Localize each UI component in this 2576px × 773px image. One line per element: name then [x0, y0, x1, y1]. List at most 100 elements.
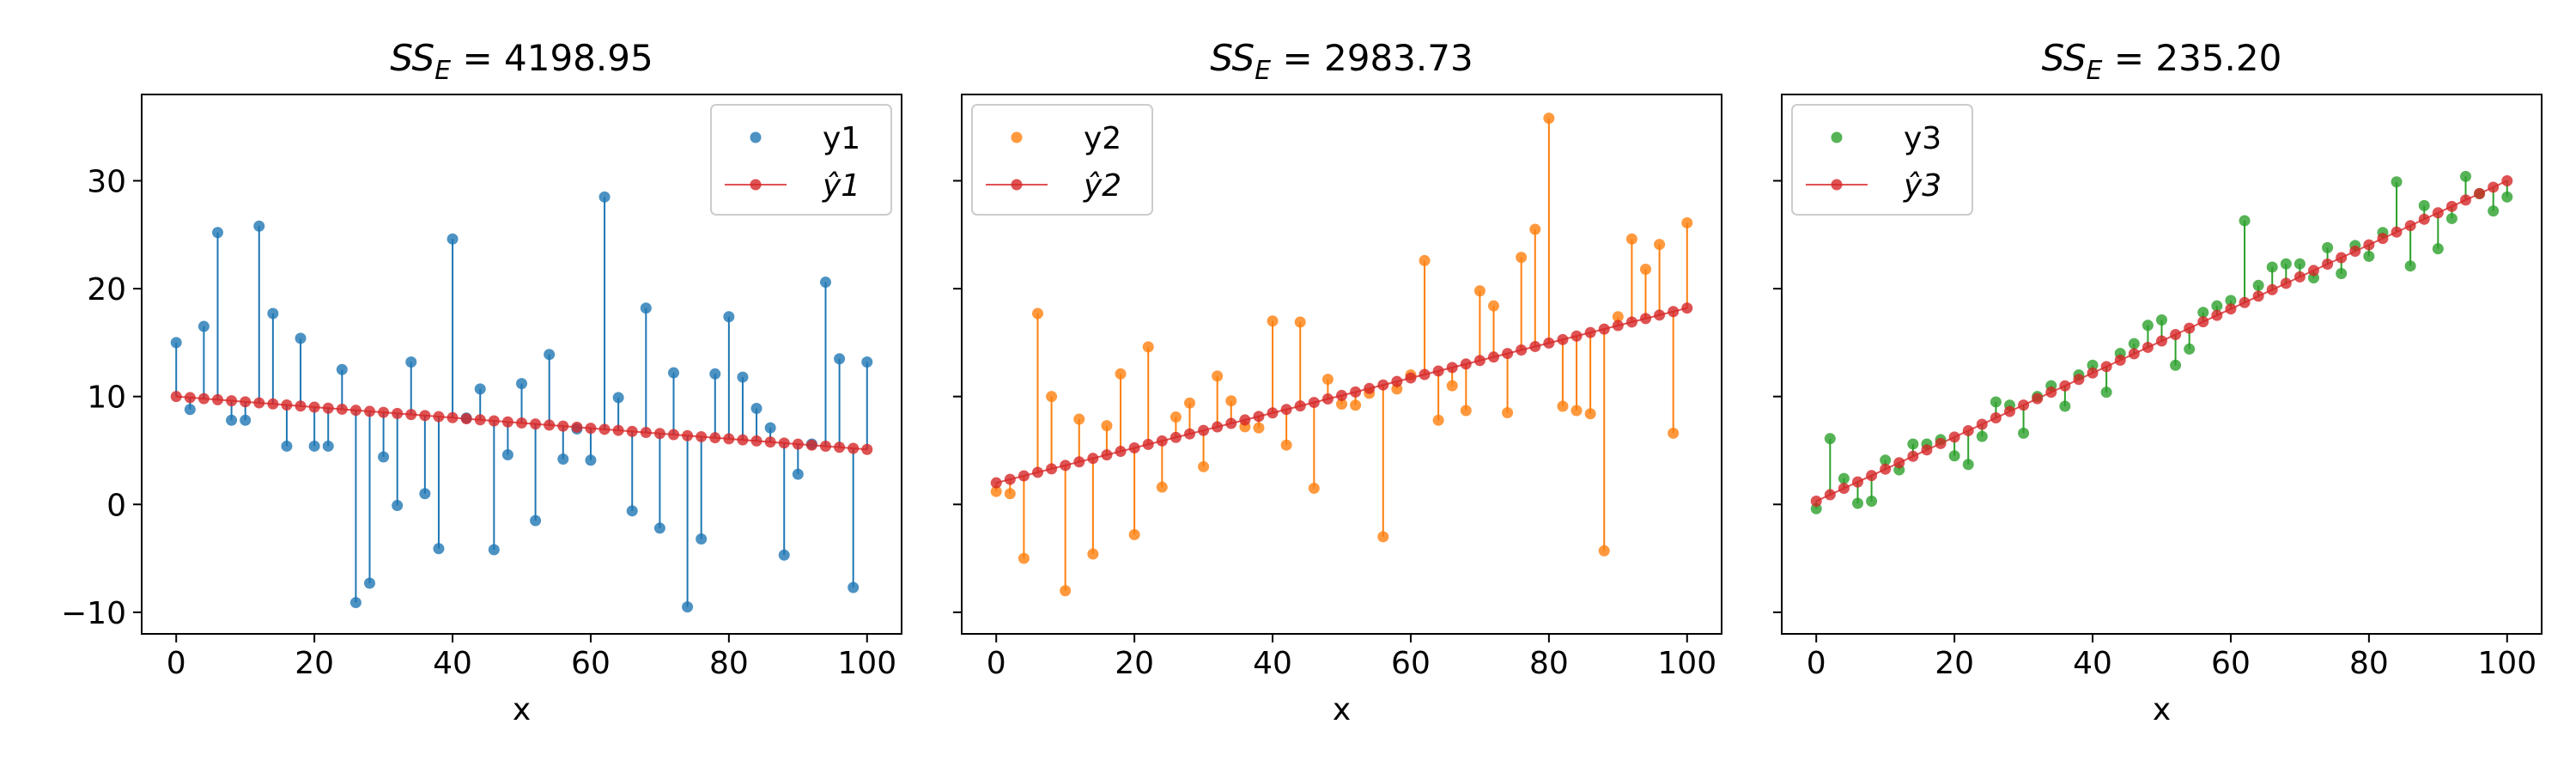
fitted-point [2073, 374, 2085, 386]
fitted-point [723, 433, 735, 445]
observed-point [764, 422, 776, 434]
fitted-point [2100, 361, 2112, 373]
observed-point [1142, 341, 1154, 353]
observed-point [709, 368, 721, 380]
observed-point [1350, 399, 1362, 411]
fitted-point [1446, 362, 1458, 374]
fitted-point [474, 414, 486, 426]
fitted-point [419, 410, 431, 422]
observed-point [1529, 223, 1541, 235]
observed-point [1294, 316, 1306, 328]
legend-marker-fitted [1831, 179, 1843, 191]
observed-point [653, 522, 665, 534]
legend-label-fitted: ŷ2 [1083, 168, 1121, 204]
fitted-point [267, 398, 279, 410]
observed-point [1128, 528, 1140, 540]
legend-box [1791, 104, 1973, 216]
observed-point [750, 402, 762, 414]
observed-point [1004, 488, 1016, 500]
fitted-point [1654, 309, 1666, 321]
observed-point [737, 371, 749, 383]
observed-point [1101, 420, 1113, 432]
fitted-point [1156, 435, 1168, 447]
observed-point [1880, 454, 1892, 466]
observed-point [792, 468, 804, 480]
observed-point [253, 220, 265, 232]
x-tick-label: 100 [2477, 646, 2537, 681]
fitted-point [2460, 194, 2471, 206]
fitted-point [2266, 283, 2278, 295]
fitted-point [2239, 296, 2251, 308]
observed-point [349, 597, 361, 609]
fitted-point [1294, 400, 1306, 412]
observed-point [861, 356, 873, 368]
observed-point [336, 363, 348, 375]
observed-point [1267, 315, 1279, 327]
observed-point [1866, 496, 1878, 508]
fitted-point [1321, 393, 1334, 405]
observed-point [1543, 113, 1555, 125]
fitted-point [530, 418, 542, 430]
observed-point [281, 440, 293, 452]
observed-point [682, 601, 694, 613]
observed-point [240, 414, 252, 426]
axes-frame [961, 94, 1722, 635]
observed-point [488, 544, 500, 556]
fitted-point [1350, 386, 1362, 398]
fitted-point [1225, 417, 1237, 429]
observed-point [2059, 400, 2071, 412]
observed-point [1046, 391, 1058, 403]
observed-point [1990, 396, 2002, 408]
x-tick-label: 40 [1253, 646, 1292, 681]
fitted-point [1681, 302, 1693, 314]
legend-marker-fitted [1011, 179, 1023, 191]
fitted-point [640, 427, 652, 439]
fitted-point [668, 429, 679, 441]
observed-point [1584, 408, 1596, 420]
observed-point [2363, 250, 2375, 262]
fitted-point [1543, 337, 1555, 349]
fitted-point [834, 441, 846, 453]
fitted-point [2474, 187, 2486, 199]
fitted-point [2280, 277, 2292, 289]
fitted-point [2293, 271, 2306, 283]
fitted-point [378, 406, 390, 418]
subplot-title: SSE = 235.20 [2042, 37, 2282, 86]
observed-point [1198, 460, 1210, 472]
observed-point [419, 488, 431, 500]
observed-point [1488, 300, 1499, 312]
observed-point [405, 356, 417, 368]
fitted-point [2142, 341, 2154, 353]
observed-point [2142, 320, 2154, 332]
fitted-point [349, 405, 361, 417]
fitted-point [1060, 460, 1072, 472]
observed-point [1557, 400, 1569, 412]
observed-point [378, 451, 390, 463]
y-tick-label: 30 [87, 164, 126, 199]
observed-point [1184, 397, 1195, 409]
observed-point [2252, 279, 2264, 291]
legend-box [710, 104, 892, 216]
observed-point [1460, 405, 1472, 417]
fitted-point [1432, 365, 1444, 377]
fitted-point [653, 428, 665, 440]
observed-point [2391, 176, 2403, 188]
fitted-point [1198, 424, 1210, 436]
fitted-point [516, 417, 527, 429]
observed-point [1516, 252, 1528, 264]
observed-point [1640, 263, 1651, 275]
fitted-point [2349, 246, 2361, 258]
fitted-point [336, 403, 348, 415]
fitted-point [1364, 382, 1376, 394]
legend-marker-fitted [750, 179, 762, 191]
fitted-point [2377, 233, 2389, 245]
observed-point [1948, 450, 1960, 462]
observed-point [433, 543, 445, 555]
observed-point [2488, 205, 2500, 217]
fitted-point [2184, 322, 2196, 334]
fitted-point [226, 395, 238, 407]
observed-point [1852, 497, 1863, 509]
observed-point [1419, 254, 1431, 266]
